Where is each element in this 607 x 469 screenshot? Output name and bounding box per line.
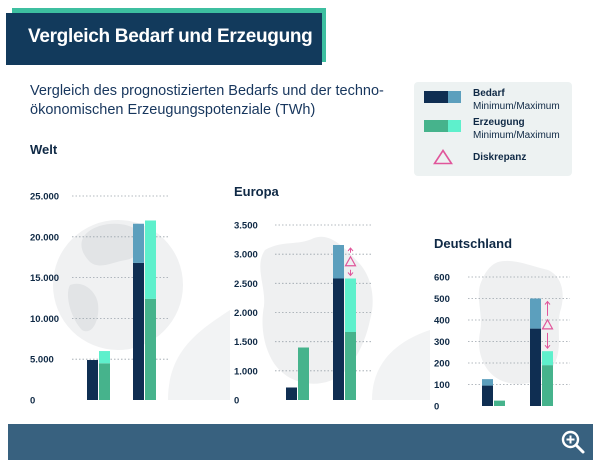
- bar-erzeugung-min-welt: [145, 298, 156, 400]
- legend-swatch-bedarf-max: [448, 91, 461, 103]
- y-tick-label-deutschland: 200: [434, 359, 450, 370]
- y-tick-label-welt: 10.000: [30, 314, 59, 325]
- legend-sublabel-bedarf: Minimum/Maximum: [473, 101, 560, 112]
- diskrepanz-arrowhead-down: [544, 344, 551, 349]
- bar-bedarf-max-welt: [133, 223, 144, 263]
- y-tick-label-deutschland: 600: [434, 273, 450, 284]
- bar-bedarf-min-welt: [87, 360, 98, 400]
- bar-erzeugung-min-welt: [99, 363, 110, 400]
- bar-erzeugung-max-deutschland: [542, 351, 553, 366]
- legend-swatch-erzeugung-min: [424, 120, 448, 132]
- bar-bedarf-max-deutschland: [482, 379, 493, 386]
- diskrepanz-triangle-icon: [344, 255, 357, 267]
- legend-swatch-bedarf-min: [424, 91, 448, 103]
- y-tick-label-europa: 2.500: [234, 279, 258, 290]
- y-tick-label-welt: 20.000: [30, 232, 59, 243]
- chart-title-deutschland: Deutschland: [434, 236, 513, 251]
- legend-swatch-erzeugung-max: [448, 120, 461, 132]
- y-tick-label-europa: 1.500: [234, 337, 258, 348]
- page-title: Vergleich Bedarf und Erzeugung: [6, 13, 322, 65]
- diskrepanz-arrowhead-up: [544, 300, 551, 305]
- y-tick-label-europa: 3.000: [234, 250, 258, 261]
- bar-erzeugung-min-europa: [298, 347, 309, 400]
- map-background-deutschland-icon: [478, 260, 563, 384]
- bar-bedarf-min-europa: [286, 387, 297, 400]
- bar-erzeugung-max-welt: [99, 351, 110, 364]
- bar-bedarf-min-deutschland: [530, 328, 541, 406]
- bar-bedarf-min-deutschland: [482, 385, 493, 406]
- y-tick-label-europa: 2.000: [234, 308, 258, 319]
- legend-diskrepanz-triangle-icon: [433, 149, 453, 165]
- map-background-globe-icon: [53, 220, 183, 350]
- legend: Bedarf Minimum/Maximum Erzeugung Minimum…: [414, 82, 572, 176]
- y-tick-label-deutschland: 100: [434, 380, 450, 391]
- y-tick-label-europa: 0: [234, 396, 239, 407]
- bar-erzeugung-min-deutschland: [542, 365, 553, 406]
- y-tick-label-welt: 25.000: [30, 192, 59, 203]
- bar-bedarf-min-welt: [133, 262, 144, 400]
- bar-bedarf-min-europa: [333, 278, 344, 400]
- diskrepanz-arrowhead-down: [347, 272, 354, 277]
- bar-erzeugung-max-europa: [345, 278, 356, 332]
- footer-bar: [8, 424, 593, 460]
- bar-erzeugung-min-europa: [345, 332, 356, 400]
- section-divider-curve-2: [372, 330, 430, 400]
- bar-bedarf-max-deutschland: [530, 298, 541, 329]
- chart-title-welt: Welt: [30, 142, 58, 157]
- map-background-europa-icon: [260, 236, 373, 384]
- y-tick-label-deutschland: 400: [434, 316, 450, 327]
- y-tick-label-welt: 15.000: [30, 273, 59, 284]
- zoom-in-icon[interactable]: [559, 428, 587, 456]
- section-divider-curve-1: [168, 310, 230, 400]
- legend-label-bedarf: Bedarf: [473, 88, 505, 99]
- legend-label-erzeugung: Erzeugung: [473, 117, 525, 128]
- diskrepanz-arrowhead-up: [347, 247, 354, 252]
- bar-erzeugung-min-deutschland: [494, 400, 505, 406]
- bar-bedarf-max-europa: [333, 245, 344, 279]
- legend-sublabel-erzeugung: Minimum/Maximum: [473, 130, 560, 141]
- y-tick-label-deutschland: 0: [434, 402, 439, 413]
- legend-label-diskrepanz: Diskrepanz: [473, 152, 527, 163]
- diskrepanz-triangle-icon: [541, 318, 554, 330]
- y-tick-label-europa: 1.000: [234, 366, 258, 377]
- y-tick-label-welt: 0: [30, 396, 35, 407]
- y-tick-label-deutschland: 500: [434, 294, 450, 305]
- y-tick-label-welt: 5.000: [30, 355, 54, 366]
- y-tick-label-europa: 3.500: [234, 221, 258, 232]
- bar-erzeugung-max-welt: [145, 220, 156, 299]
- chart-subtitle: Vergleich des prognostizierten Bedarfs u…: [30, 83, 384, 118]
- y-tick-label-deutschland: 300: [434, 337, 450, 348]
- chart-title-europa: Europa: [234, 184, 279, 199]
